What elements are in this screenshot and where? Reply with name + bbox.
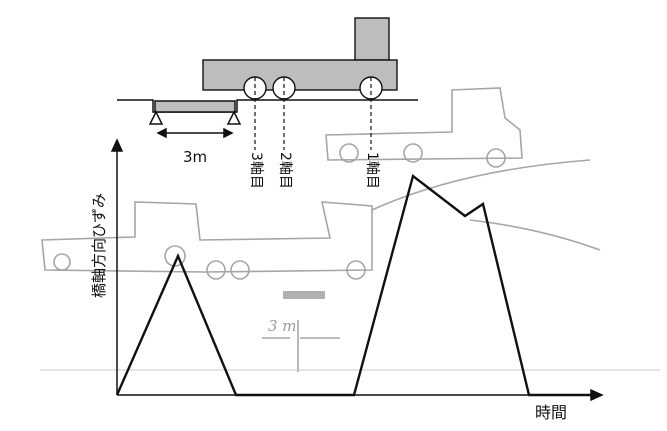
sketch-wheel-mid-1 <box>53 253 71 271</box>
x-axis-label: 時間 <box>535 403 567 422</box>
sketch-dimension-arrow <box>262 320 340 372</box>
axle2-label: 2軸目 <box>277 152 293 189</box>
sketch-truck-cab-top <box>325 87 523 161</box>
axle1-label: 1軸目 <box>364 152 380 189</box>
strain-curve <box>115 173 592 397</box>
sketch-wheel-mid-5 <box>346 260 366 280</box>
axle-guides <box>254 77 372 150</box>
sketch-wheel-mid-4 <box>230 260 250 280</box>
y-axis-label: 橋軸方向ひずみ <box>90 193 108 298</box>
sketch-small-box <box>283 291 325 299</box>
bridge-span-block <box>154 100 236 113</box>
sketch-curve <box>371 159 591 211</box>
span-label: 3m <box>183 148 207 166</box>
truck-cab <box>354 17 390 61</box>
support-right-icon <box>226 110 242 125</box>
sketch-curve-2 <box>469 219 601 251</box>
support-left-icon <box>148 110 164 125</box>
sketch-truck-mid <box>41 201 373 273</box>
axle3-label: 3軸目 <box>248 152 264 189</box>
y-axis-arrow-icon <box>110 138 124 152</box>
sketch-wheel-top-3 <box>486 148 506 168</box>
sketch-wheel-mid-3 <box>206 260 226 280</box>
sketch-wheel-mid-2 <box>164 245 186 267</box>
x-axis-arrow-icon <box>590 388 604 402</box>
span-arrow-left-icon <box>156 127 167 139</box>
bridge <box>117 99 418 139</box>
sketch-wheel-top-2 <box>403 143 423 163</box>
sketch-note-label: 3 m <box>268 317 297 335</box>
truck <box>202 17 398 150</box>
span-arrow-right-icon <box>223 127 234 139</box>
background-sketch <box>40 87 660 372</box>
sketch-wheel-top-1 <box>339 143 359 163</box>
